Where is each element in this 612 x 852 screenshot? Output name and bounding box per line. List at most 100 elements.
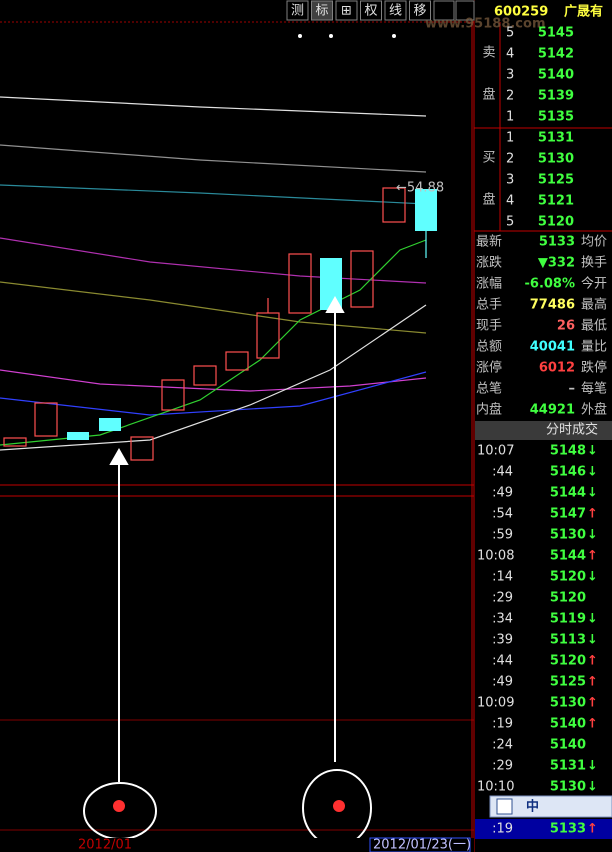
toolbar-button-label[interactable]: ⊞ [341,4,352,19]
tick-time: :29 [492,591,513,606]
candle [193,365,217,386]
quote-label2: 均价 [581,235,607,250]
tick-price: 5147 [550,507,586,522]
candle [3,437,27,447]
toolbar-button[interactable] [409,0,431,21]
quote-label: 总手 [476,298,502,313]
quote-value: ▼332 [538,256,575,271]
buy-level: 3 [506,173,514,188]
buy-price: 5131 [538,131,574,146]
marker [392,34,396,38]
quote-label: 最新 [476,234,502,250]
tick-time: :54 [492,507,513,522]
buy-level: 5 [506,215,514,230]
toolbar: 测标 ⊞ 权线移 [0,0,475,21]
stock-code: 600259 [494,5,548,20]
tick-price: 5144 [550,549,586,564]
toolbar-button-label[interactable]: 权 [364,3,377,19]
tick-time: 10:07 [477,444,514,459]
tick-direction: ↑ [587,675,598,690]
tick-time: :49 [492,675,513,690]
candle [288,253,312,314]
ime-icon[interactable] [496,798,513,815]
toolbar-button[interactable] [335,0,358,21]
ime-mode[interactable]: 中 [526,799,539,815]
buy-price: 5121 [538,194,574,209]
tick-time: :44 [492,654,513,669]
toolbar-button[interactable] [286,0,309,21]
toolbar-button-label[interactable]: 线 [389,4,402,19]
buy-level: 1 [506,131,514,146]
sell-level: 5 [506,26,514,41]
tick-price: 5140 [550,717,586,732]
quote-label2: 最低 [581,319,607,334]
date-right: 2012/01/23(一) [373,838,471,852]
sell-label: 卖 [482,46,495,61]
toolbar-button[interactable] [311,0,333,21]
buy-price: 5125 [538,173,574,188]
quote-label2: 换手 [581,256,607,271]
quote-value: 40041 [530,340,575,355]
tick-direction: ↑ [587,507,598,522]
quote-label2: 每笔 [581,381,607,397]
quote-label: 总笔 [476,381,502,397]
tick-price: 5125 [550,675,586,690]
quote-label2: 最高 [581,297,607,313]
toolbar-button[interactable] [384,0,407,21]
ma-line [0,96,427,117]
ma-line [0,281,427,334]
quote-label2: 外盘 [581,402,607,418]
tick-price: 5146 [550,465,586,480]
quote-label: 内盘 [476,402,502,418]
quote-value: – [569,382,576,397]
sell-price: 5139 [538,89,574,104]
tick-direction: ↓ [587,486,598,501]
tick-time: :29 [492,759,513,774]
quote-value: 5133 [539,235,575,250]
buy-price: 5120 [538,215,574,230]
date-left: 2012/01 [78,838,132,852]
quote-label: 涨停 [476,360,502,376]
ma-line [0,144,427,173]
candle [99,418,121,431]
arrow-head [109,447,129,465]
toolbar-button[interactable] [433,0,455,21]
tick-time: :19 [492,822,513,837]
candle [415,189,437,231]
price-annotation: ←54.88 [396,181,444,196]
ticks-title: 分时成交 [546,422,598,438]
tick-time: :49 [492,486,513,501]
watermark: www.95188.com [425,17,546,32]
toolbar-button-label[interactable]: 标 [315,4,328,19]
quote-label: 涨幅 [476,277,502,292]
tick-direction: ↑ [587,654,598,669]
toolbar-button-label[interactable]: 测 [291,4,304,19]
quote-label: 涨跌 [476,255,502,271]
tick-time: 10:08 [477,549,514,564]
sell-price: 5142 [538,47,574,62]
marker [329,34,333,38]
smiley [113,800,125,812]
toolbar-button[interactable] [360,0,382,21]
quote-label2: 跌停 [581,360,607,376]
tick-time: :14 [492,570,513,585]
toolbar-button[interactable] [455,0,475,21]
toolbar-button-label[interactable]: 移 [413,4,426,19]
tick-time: :59 [492,528,513,543]
ime-bar [489,795,612,818]
candle [34,402,58,437]
tick-price: 5144 [550,486,586,501]
sell-price: 5140 [538,68,574,83]
smileys [113,800,345,812]
ma-line [0,304,427,451]
sell-level: 3 [506,68,514,83]
top-markers [298,34,396,38]
sell-level: 4 [506,47,514,62]
tick-price: 5120 [550,591,586,606]
buy-price: 5130 [538,152,574,167]
tick-direction: ↓ [587,570,598,585]
tick-price: 5130 [550,780,586,795]
tick-price: 5130 [550,528,586,543]
quote-label: 现手 [476,319,502,334]
